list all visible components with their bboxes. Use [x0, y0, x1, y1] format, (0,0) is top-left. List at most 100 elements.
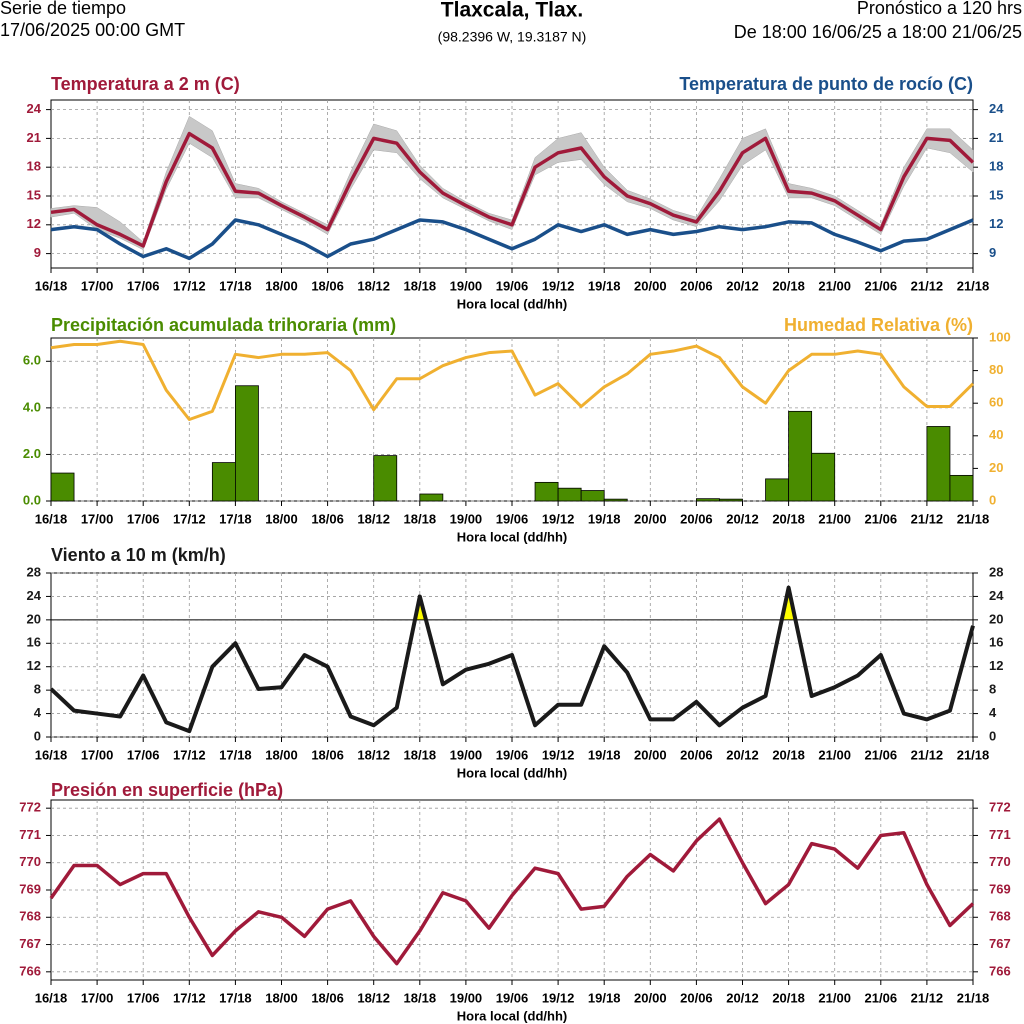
x-tick-label: 20/18 [772, 511, 805, 526]
y-tick-label: 0 [989, 728, 996, 743]
x-tick-label: 21/00 [818, 511, 851, 526]
x-tick-label: 18/18 [404, 747, 437, 762]
x-tick-label: 17/18 [219, 990, 252, 1005]
bar [419, 493, 444, 502]
x-tick-label: 19/00 [450, 278, 483, 293]
x-tick-label: 19/18 [588, 747, 621, 762]
header-subtitle: (98.2396 W, 19.3187 N) [438, 29, 587, 45]
y-tick-label: 24 [989, 588, 1004, 603]
bar [811, 452, 836, 502]
y-tick-label: 772 [19, 800, 41, 815]
x-tick-label: 18/12 [357, 278, 390, 293]
x-tick-label: 17/18 [219, 511, 252, 526]
chart-title: Viento a 10 m (km/h) [51, 545, 226, 565]
x-tick-label: 20/06 [680, 511, 713, 526]
x-tick-label: 19/12 [542, 511, 575, 526]
x-tick-label: 18/00 [265, 511, 298, 526]
x-tick-label: 20/00 [634, 990, 667, 1005]
x-tick-label: 16/18 [35, 511, 68, 526]
x-axis-label: Hora local (dd/hh) [457, 1008, 568, 1023]
x-tick-label: 18/12 [357, 990, 390, 1005]
legend-label: Temperatura de punto de rocío (C) [679, 74, 973, 94]
series-line [49, 585, 975, 734]
x-tick-label: 16/18 [35, 747, 68, 762]
y-tick-label: 772 [989, 800, 1011, 815]
x-tick-label: 20/06 [680, 747, 713, 762]
y-tick-label: 767 [19, 936, 41, 951]
x-tick-label: 18/00 [265, 747, 298, 762]
y-tick-label: 15 [27, 187, 41, 202]
y-tick-label: 4.0 [23, 399, 41, 414]
y-tick-label: 24 [27, 588, 42, 603]
x-tick-label: 17/00 [81, 511, 114, 526]
bar [949, 474, 974, 502]
x-tick-label: 21/00 [818, 990, 851, 1005]
y2-tick-label: 9 [989, 245, 996, 260]
header-title: Tlaxcala, Tlax. [441, 0, 583, 22]
x-tick-label: 20/06 [680, 990, 713, 1005]
y2-tick-label: 0 [989, 492, 996, 507]
y-tick-label: 28 [27, 564, 41, 579]
x-tick-label: 16/18 [35, 990, 68, 1005]
x-tick-label: 17/06 [127, 747, 160, 762]
bar [719, 498, 743, 502]
y-tick-label: 769 [989, 881, 1011, 896]
y2-tick-label: 21 [989, 130, 1003, 145]
y-tick-label: 2.0 [23, 446, 41, 461]
y-tick-label: 18 [27, 159, 41, 174]
x-tick-label: 17/06 [127, 278, 160, 293]
x-tick-label: 17/18 [219, 747, 252, 762]
y-tick-label: 4 [989, 705, 997, 720]
x-tick-label: 18/12 [357, 511, 390, 526]
y2-tick-label: 60 [989, 395, 1003, 410]
header-left: 17/06/2025 00:00 GMT [0, 20, 185, 40]
y-tick-label: 12 [27, 658, 41, 673]
bar [765, 478, 789, 502]
series-line [50, 218, 974, 261]
x-tick-label: 19/06 [496, 990, 529, 1005]
x-tick-label: 17/06 [127, 511, 160, 526]
bar [788, 410, 813, 502]
legend-label: Precipitación acumulada trihoraria (mm) [51, 315, 396, 335]
y-tick-label: 20 [27, 611, 41, 626]
x-tick-label: 20/06 [680, 278, 713, 293]
y-tick-label: 6.0 [23, 353, 41, 368]
x-tick-label: 19/18 [588, 990, 621, 1005]
x-tick-label: 20/12 [726, 747, 759, 762]
x-tick-label: 18/00 [265, 990, 298, 1005]
bar [696, 498, 720, 502]
legend-label: Humedad Relativa (%) [784, 315, 973, 335]
x-tick-label: 18/18 [404, 990, 437, 1005]
x-tick-label: 19/06 [496, 747, 529, 762]
x-tick-label: 18/06 [311, 990, 344, 1005]
y-tick-label: 769 [19, 881, 41, 896]
bar [603, 498, 628, 502]
header-left: Serie de tiempo [0, 0, 126, 18]
x-tick-label: 19/12 [542, 278, 575, 293]
x-tick-label: 20/00 [634, 747, 667, 762]
x-tick-label: 18/06 [311, 278, 344, 293]
x-tick-label: 19/12 [542, 990, 575, 1005]
x-tick-label: 19/06 [496, 278, 529, 293]
y2-tick-label: 18 [989, 159, 1003, 174]
bar [211, 462, 236, 502]
threshold-fill [51, 587, 973, 620]
y-tick-label: 28 [989, 564, 1003, 579]
x-tick-label: 18/00 [265, 278, 298, 293]
y-tick-label: 771 [19, 827, 41, 842]
y-tick-label: 767 [989, 936, 1011, 951]
y2-tick-label: 15 [989, 187, 1003, 202]
y-tick-label: 766 [989, 963, 1011, 978]
x-tick-label: 18/18 [404, 278, 437, 293]
x-tick-label: 17/12 [173, 990, 206, 1005]
x-tick-label: 21/06 [865, 747, 898, 762]
x-tick-label: 18/06 [311, 747, 344, 762]
x-axis-label: Hora local (dd/hh) [457, 296, 568, 311]
y2-tick-label: 12 [989, 216, 1003, 231]
x-tick-label: 17/00 [81, 747, 114, 762]
y-tick-label: 12 [989, 658, 1003, 673]
x-tick-label: 18/18 [404, 511, 437, 526]
x-tick-label: 17/18 [219, 278, 252, 293]
